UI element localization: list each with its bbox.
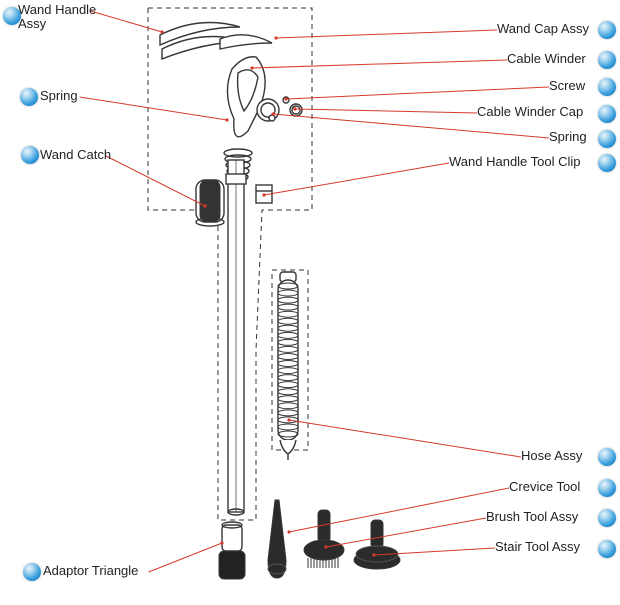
part-handle-arc3 [220,35,272,49]
bullet-spring-left[interactable] [20,88,38,106]
part-hose [278,280,298,460]
label-wand-catch: Wand Catch [40,148,111,162]
leader-wand-catch [106,156,205,206]
label-hose-assy: Hose Assy [521,449,582,463]
leader-hose-assy [289,420,521,457]
part-stair-stem [371,520,383,548]
part-spring-right [269,115,275,121]
bullet-adaptor-triangle[interactable] [23,563,41,581]
leader-spring-left [80,97,227,120]
label-spring-left: Spring [40,89,78,103]
label-adaptor-triangle: Adaptor Triangle [43,564,138,578]
leader-adaptor-triangle [149,543,222,572]
leader-brush-tool-assy [326,518,486,547]
bullet-cable-winder[interactable] [598,51,616,69]
label-cable-winder-cap: Cable Winder Cap [477,105,583,119]
leader-wand-handle-assy [91,11,162,32]
bullet-wand-cap-assy[interactable] [598,21,616,39]
bullet-hose-assy[interactable] [598,448,616,466]
label-screw: Screw [549,79,585,93]
bullet-stair-tool-assy[interactable] [598,540,616,558]
part-handle-grip [227,57,265,137]
bullet-screw[interactable] [598,78,616,96]
label-wand-handle-assy: Wand Handle Assy [18,3,96,32]
label-spring-right: Spring [549,130,587,144]
label-brush-tool-assy: Brush Tool Assy [486,510,578,524]
bullet-wand-catch[interactable] [21,146,39,164]
label-stair-tool-assy: Stair Tool Assy [495,540,580,554]
part-brush-head [304,540,344,560]
leader-cable-winder-cap [295,109,477,113]
leader-wand-cap-assy [276,30,497,38]
part-adaptor [222,525,242,551]
bullet-wand-handle-tool-clip[interactable] [598,154,616,172]
bullet-cable-winder-cap[interactable] [598,105,616,123]
leader-wand-handle-tool-clip [264,163,449,195]
label-crevice-tool: Crevice Tool [509,480,580,494]
label-wand-cap-assy: Wand Cap Assy [497,22,589,36]
label-wand-handle-tool-clip: Wand Handle Tool Clip [449,155,581,169]
bullet-wand-handle-assy[interactable] [3,7,21,25]
bullet-crevice-tool[interactable] [598,479,616,497]
bullet-spring-right[interactable] [598,130,616,148]
label-cable-winder: Cable Winder [507,52,586,66]
leader-cable-winder [252,60,507,68]
parts-diagram: { "canvas": {"width": 620, "height": 605… [0,0,620,605]
leader-screw [286,87,549,99]
bullet-brush-tool-assy[interactable] [598,509,616,527]
